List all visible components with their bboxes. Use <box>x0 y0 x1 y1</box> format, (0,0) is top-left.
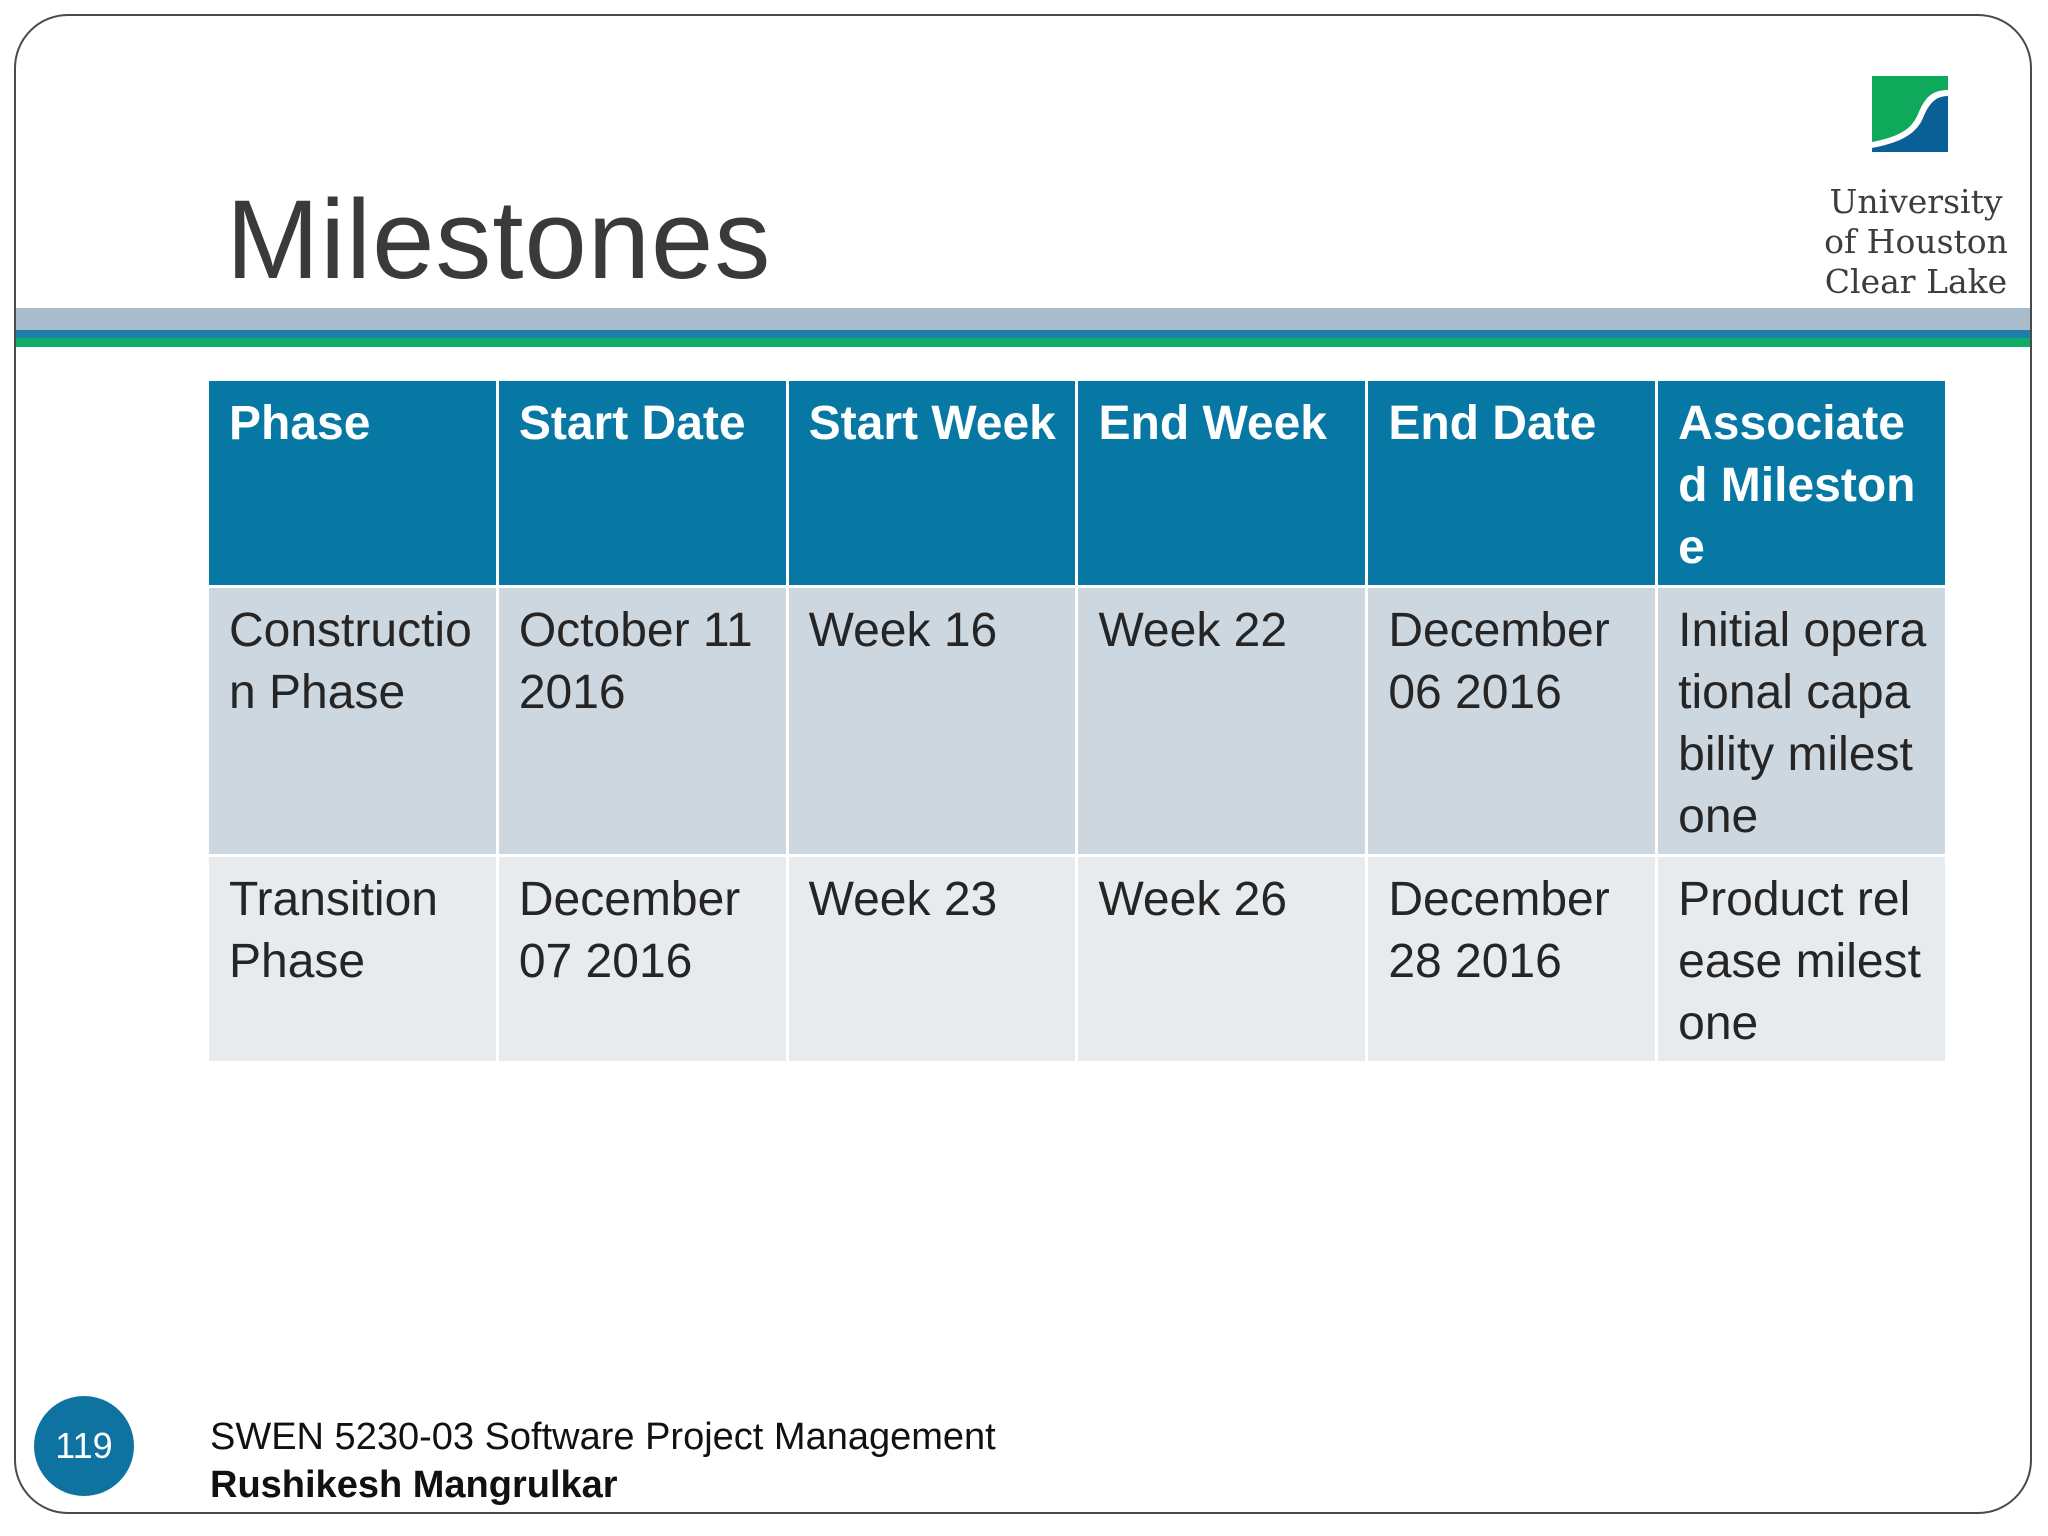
university-logo: University of Houston Clear Lake <box>1816 76 2016 306</box>
cell-start-week: Week 16 <box>788 588 1076 854</box>
table-row: Transition Phase December 07 2016 Week 2… <box>209 857 1945 1061</box>
cell-start-date: October 11 2016 <box>498 588 786 854</box>
milestones-table: Phase Start Date Start Week End Week End… <box>206 378 1948 1064</box>
header-end-date: End Date <box>1368 381 1656 585</box>
logo-line-2: of Houston <box>1824 222 2008 261</box>
table-header-row: Phase Start Date Start Week End Week End… <box>209 381 1945 585</box>
title-divider-blue <box>16 330 2030 338</box>
slide: Milestones University of Houston Clear L… <box>14 14 2032 1514</box>
footer-author: Rushikesh Mangrulkar <box>210 1464 618 1506</box>
title-divider-green <box>16 338 2030 347</box>
page-number-badge: 119 <box>34 1396 134 1496</box>
header-phase: Phase <box>209 381 496 585</box>
logo-line-3: Clear Lake <box>1824 262 2008 301</box>
title-divider-gray <box>16 308 2030 330</box>
header-start-date: Start Date <box>498 381 786 585</box>
header-associated-milestone: Associated Milestone <box>1658 381 1945 585</box>
cell-phase: Construction Phase <box>209 588 496 854</box>
footer-course: SWEN 5230-03 Software Project Management <box>210 1416 996 1458</box>
table-row: Construction Phase October 11 2016 Week … <box>209 588 1945 854</box>
uhcl-logo-mark-icon <box>1872 76 1948 152</box>
cell-milestone: Product release milestone <box>1658 857 1945 1061</box>
logo-line-1: University <box>1829 182 2003 221</box>
cell-phase: Transition Phase <box>209 857 496 1061</box>
cell-start-date: December 07 2016 <box>498 857 786 1061</box>
cell-milestone: Initial operational capability milestone <box>1658 588 1945 854</box>
slide-title: Milestones <box>226 177 772 302</box>
logo-text: University of Houston Clear Lake <box>1816 182 2016 302</box>
cell-end-week: Week 22 <box>1078 588 1366 854</box>
header-end-week: End Week <box>1078 381 1366 585</box>
cell-end-date: December 28 2016 <box>1368 857 1656 1061</box>
cell-end-date: December 06 2016 <box>1368 588 1656 854</box>
cell-end-week: Week 26 <box>1078 857 1366 1061</box>
header-start-week: Start Week <box>788 381 1076 585</box>
cell-start-week: Week 23 <box>788 857 1076 1061</box>
